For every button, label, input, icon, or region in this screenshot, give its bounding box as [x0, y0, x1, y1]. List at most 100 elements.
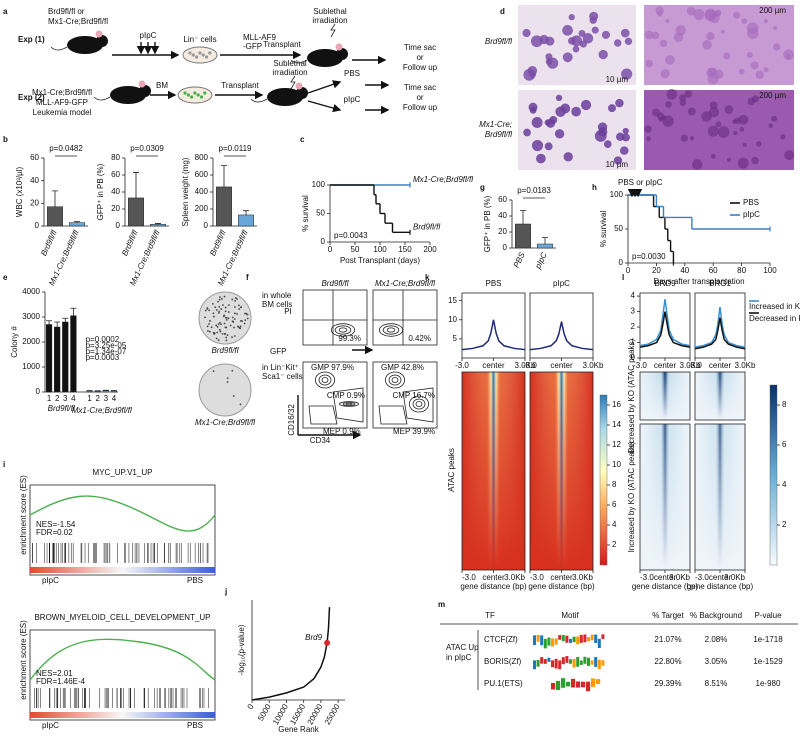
colony — [218, 306, 221, 308]
plate-label: Mx1-Cre;Brd9fl/fl — [195, 418, 255, 427]
colony — [215, 337, 218, 340]
mouse-head — [139, 85, 151, 97]
heatmap-frame — [639, 371, 691, 421]
category-label: pIpC — [533, 251, 549, 271]
x-tick-label: 25000 — [323, 702, 342, 726]
tissue-spot — [679, 99, 687, 107]
arrow — [307, 80, 342, 94]
colony — [226, 334, 229, 337]
motif-letter — [601, 634, 605, 639]
blast-cell — [598, 49, 608, 60]
cell — [208, 51, 212, 55]
contour — [338, 327, 348, 333]
x-tick-label: -3.0 — [530, 573, 544, 582]
tissue-spot — [733, 130, 738, 136]
colorbar-tick-label: 2 — [612, 540, 617, 549]
blast-cell — [622, 127, 629, 135]
motif-letter — [536, 634, 540, 642]
label: Follow up — [403, 103, 438, 112]
error-bar — [46, 320, 53, 325]
colony-plate — [198, 363, 252, 417]
x-tick-label: center — [709, 361, 732, 370]
tissue-spot — [665, 55, 675, 65]
error-bar — [54, 321, 61, 327]
label: Brd9fl/fl — [485, 130, 512, 139]
enrichment-curve — [29, 638, 216, 681]
colony — [219, 330, 222, 333]
colony — [212, 370, 215, 373]
motif-letter — [583, 656, 587, 664]
colorbar-tick-label: 8 — [782, 400, 787, 409]
colony — [222, 304, 224, 307]
y-tick-label: 60 — [111, 170, 120, 179]
tissue-spot — [739, 127, 745, 132]
label: FDR=1.46E-4 — [36, 677, 86, 686]
p-value: p=3.25e-05 — [86, 341, 127, 350]
category-label: 4 — [112, 394, 117, 403]
legend-entry: Increased in KO — [749, 302, 800, 311]
y-tick-label: 100 — [610, 190, 624, 199]
x-tick-label: 15000 — [288, 702, 307, 726]
y-tick-label: 50 — [316, 209, 325, 218]
colony — [246, 317, 249, 320]
cell — [188, 51, 192, 55]
tissue-spot — [665, 18, 670, 23]
category-label: Brd9fl/fl — [208, 229, 228, 258]
motif-letter — [547, 637, 551, 646]
label: BROWN_MYELOID_CELL_DEVELOPMENT_UP — [34, 613, 210, 622]
y-axis-label: Increased by KO (ATAC peaks) — [627, 441, 636, 552]
colorbar-tick-label: 16 — [612, 400, 621, 409]
colony — [241, 320, 243, 323]
colony — [225, 336, 228, 339]
y-tick-label: 2 — [631, 322, 636, 331]
colony — [212, 315, 215, 318]
annotation: p=0.0043 — [334, 231, 368, 240]
label: Brd9fl/fl — [485, 37, 512, 46]
y-tick-label: 400 — [195, 187, 209, 196]
label: PBS — [187, 576, 203, 585]
colony — [208, 330, 211, 333]
cell — [204, 55, 209, 59]
colony — [227, 311, 230, 313]
mouse-ear — [335, 43, 343, 51]
label: Mx1-Cre;Brd9fl/fl — [32, 88, 92, 97]
tissue-spot — [680, 134, 689, 143]
error-bar — [542, 237, 548, 244]
blast-cell — [529, 106, 537, 114]
label: 0.42% — [408, 334, 431, 343]
colony — [225, 316, 228, 319]
y-tick-label: 1000 — [22, 362, 40, 371]
label: GMP 97.9% — [311, 363, 354, 372]
rank-bar — [30, 712, 215, 718]
blast-cell — [580, 99, 592, 111]
x-tick-label: 100 — [763, 266, 777, 275]
colony — [234, 312, 236, 315]
gsea-frame — [29, 484, 216, 576]
tissue-spot — [742, 142, 747, 147]
label: Mx1-Cre;Brd9fl/fl — [48, 17, 108, 26]
colony — [217, 300, 219, 303]
blast-cell — [601, 30, 610, 39]
error-bar — [520, 210, 526, 224]
label: CMP 0.9% — [327, 391, 365, 400]
colony — [244, 319, 247, 322]
x-tick-label: center — [550, 361, 573, 370]
colony — [243, 322, 246, 325]
heatmap-signal — [695, 424, 745, 570]
y-tick-label: 3000 — [22, 312, 40, 321]
motif-letter — [551, 682, 556, 690]
blast-cell — [598, 127, 608, 137]
tissue-spot — [784, 150, 795, 161]
colony — [225, 319, 228, 321]
label: Follow up — [403, 63, 438, 72]
label: 99.3% — [338, 334, 361, 343]
label: 200 µm — [759, 91, 786, 100]
cell — [183, 91, 187, 95]
tissue-spot — [666, 88, 678, 100]
tissue-spot — [651, 31, 660, 40]
x-tick-label: 3.0Kb — [680, 361, 701, 370]
mouse-icon — [267, 88, 303, 106]
x-tick-label: 100 — [373, 245, 387, 254]
